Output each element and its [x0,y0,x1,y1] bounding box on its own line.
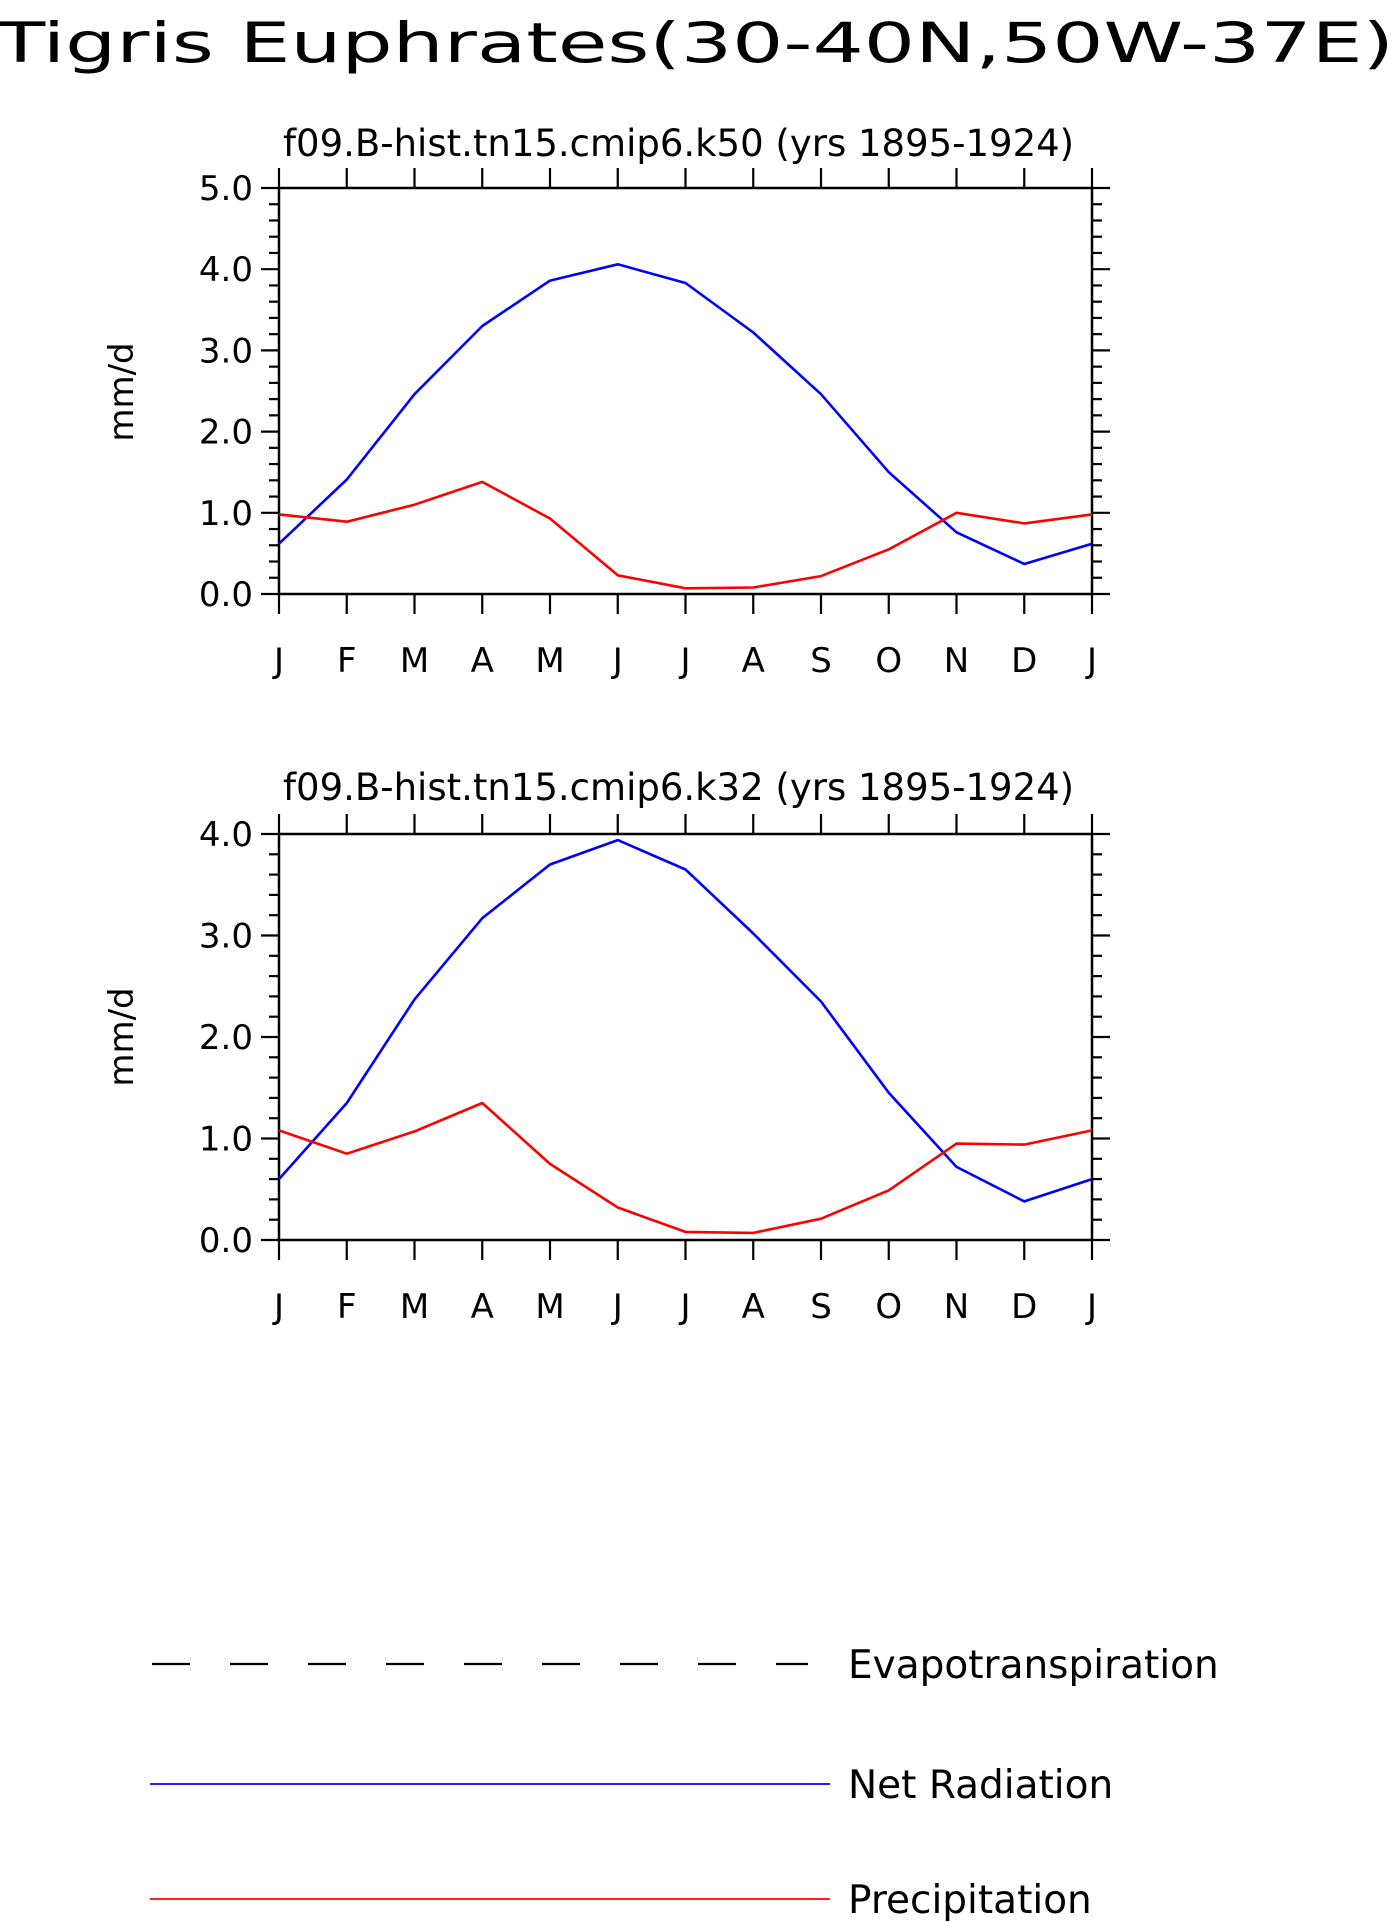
x-tick-label: S [810,641,832,681]
x-tick-label: A [471,1287,494,1327]
y-tick-label: 4.0 [199,250,253,290]
x-tick-label: J [1085,1287,1097,1327]
legend-label: Evapotranspiration [848,1643,1219,1688]
x-tick-label: S [810,1287,832,1327]
x-tick-label: M [400,1287,429,1327]
panel-title: f09.B-hist.tn15.cmip6.k50 (yrs 1895-1924… [283,122,1074,165]
x-tick-label: J [611,1287,623,1327]
x-tick-label: A [742,641,765,681]
x-tick-label: J [272,641,284,681]
y-tick-label: 1.0 [199,494,253,534]
x-tick-label: A [742,1287,765,1327]
y-tick-label: 2.0 [199,1018,253,1058]
y-tick-label: 1.0 [199,1120,253,1160]
axis-ticks [261,814,1110,1260]
x-tick-label: M [535,641,564,681]
y-tick-label: 2.0 [199,413,253,453]
x-tick-label: O [875,641,902,681]
x-tick-label: D [1011,1287,1037,1327]
x-tick-label: M [535,1287,564,1327]
x-tick-label: J [678,641,690,681]
chart-panel-2: f09.B-hist.tn15.cmip6.k32 (yrs 1895-1924… [102,766,1110,1327]
y-tick-label: 0.0 [199,1221,253,1261]
x-tick-label: F [337,641,357,681]
x-tick-label: J [678,1287,690,1327]
plot-frame [277,832,1094,1242]
legend: Evapotranspiration Net Radiation Precipita… [150,1643,1219,1922]
y-tick-label: 3.0 [199,331,253,371]
x-tick-label: J [1085,641,1097,681]
y-axis-label: mm/d [102,342,142,441]
series-line-precipitation [278,1101,1093,1235]
x-tick-label: N [944,641,969,681]
series-line-net-radiation [278,838,1093,1203]
y-tick-label: 5.0 [199,169,253,209]
chart-panel-1: f09.B-hist.tn15.cmip6.k50 (yrs 1895-1924… [102,122,1110,681]
series-line-precipitation [278,480,1093,590]
x-tick-label: O [875,1287,902,1327]
plot-frame [277,186,1094,596]
panel-title: f09.B-hist.tn15.cmip6.k32 (yrs 1895-1924… [283,766,1074,809]
x-tick-label: D [1011,641,1037,681]
y-tick-label: 0.0 [199,575,253,615]
legend-label: Net Radiation [848,1763,1113,1808]
y-tick-label: 3.0 [199,917,253,957]
x-tick-label: M [400,641,429,681]
x-tick-label: A [471,641,494,681]
series-line-net-radiation [278,262,1093,566]
axis-ticks [261,168,1110,614]
x-tick-label: N [944,1287,969,1327]
x-tick-label: F [337,1287,357,1327]
y-axis-label: mm/d [102,987,142,1086]
figure-title: Tigris Euphrates(30-40N,50W-37E) [0,11,1394,75]
x-tick-label: J [272,1287,284,1327]
legend-label: Precipitation [848,1878,1092,1922]
x-tick-label: J [611,641,623,681]
y-tick-label: 4.0 [199,815,253,855]
